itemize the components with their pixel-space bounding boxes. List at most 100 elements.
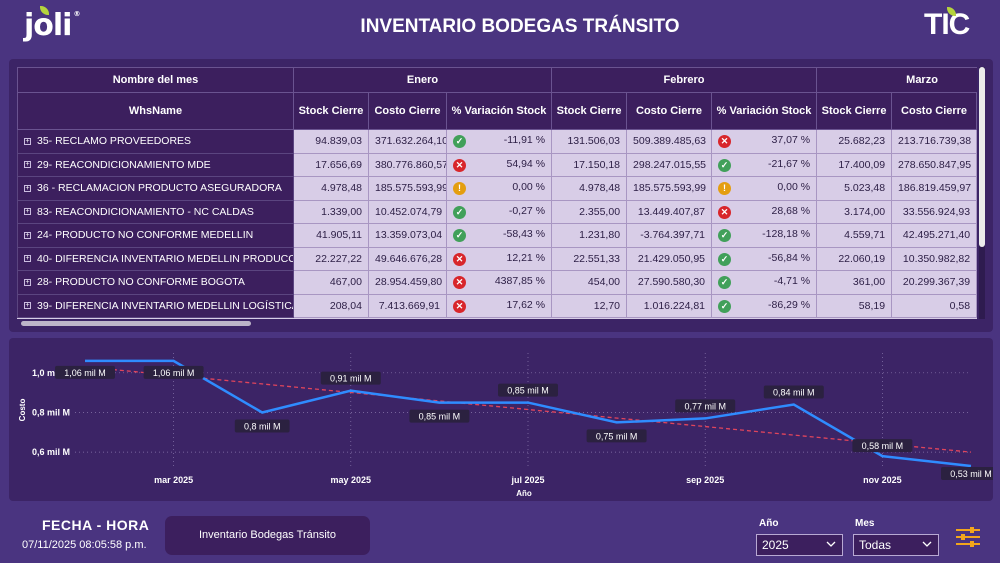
data-label: 0,85 mil M xyxy=(498,383,558,397)
mes-dropdown[interactable]: Todas xyxy=(853,534,939,556)
table-row[interactable]: +29- REACONDICIONAMIENTO MDE 17.656,69 380… xyxy=(17,152,977,177)
costo-cierre-cell: 371.632.264,10 xyxy=(368,129,447,154)
month-header[interactable]: Enero xyxy=(292,67,553,93)
table-row[interactable]: +24- PRODUCTO NO CONFORME MEDELLIN 41.905… xyxy=(17,223,977,248)
column-header[interactable]: % Variación Stock xyxy=(445,92,553,130)
month-header[interactable]: Febrero xyxy=(551,67,818,93)
variacion-value: 37,07 % xyxy=(771,134,811,147)
whs-name-label: 83- REACONDICIONAMIENTO - NC CALDAS xyxy=(37,205,254,218)
scroll-thumb[interactable] xyxy=(979,67,985,247)
variacion-value: -58,43 % xyxy=(503,228,546,241)
expand-icon[interactable]: + xyxy=(24,255,31,263)
expand-icon[interactable]: + xyxy=(24,231,31,239)
variacion-value: -128,18 % xyxy=(762,228,811,241)
corner-header-whsname[interactable]: WhsName xyxy=(17,92,294,130)
filter-sliders-icon[interactable] xyxy=(955,526,981,548)
costo-cierre-cell: 0,58 xyxy=(891,293,977,318)
table-row[interactable]: +83- REACONDICIONAMIENTO - NC CALDAS 1.33… xyxy=(17,199,977,224)
stock-cierre-cell: 22.227,22 xyxy=(293,246,369,271)
costo-series-line[interactable] xyxy=(85,359,972,468)
data-label: 0,8 mil M xyxy=(234,419,290,433)
expand-icon[interactable]: + xyxy=(24,184,31,192)
expand-icon[interactable]: + xyxy=(24,137,31,145)
variacion-value: 0,00 % xyxy=(512,181,546,194)
table-row[interactable]: +35- RECLAMO PROVEEDORES 94.839,03 371.632… xyxy=(17,129,977,154)
variacion-stock-cell: 54,94 % xyxy=(445,152,553,177)
data-label: 1,06 mil M xyxy=(55,365,115,379)
whs-name-cell[interactable]: +40- DIFERENCIA INVENTARIO MEDELLIN PROD… xyxy=(17,246,294,271)
table-row[interactable]: +40- DIFERENCIA INVENTARIO MEDELLIN PROD… xyxy=(17,246,977,271)
variacion-stock-cell: -128,18 % xyxy=(711,223,818,248)
costo-cierre-cell: 1.016.224,81 xyxy=(626,293,713,318)
chevron-down-icon xyxy=(922,541,932,547)
report-nav-button[interactable]: Inventario Bodegas Tránsito xyxy=(165,516,370,555)
costo-cierre-cell: 278.650.847,95 xyxy=(891,152,977,177)
whs-name-cell[interactable]: +39- DIFERENCIA INVENTARIO MEDELLIN LOGÍ… xyxy=(17,293,294,318)
variacion-value: -0,27 % xyxy=(508,204,546,217)
data-label: 0,53 mil M xyxy=(941,467,993,481)
data-label: 1,06 mil M xyxy=(143,365,204,379)
whs-name-cell[interactable]: +83- REACONDICIONAMIENTO - NC CALDAS xyxy=(17,199,294,224)
y-axis-title: Costo xyxy=(18,399,27,422)
column-header[interactable]: % Variación Stock xyxy=(711,92,818,130)
horizontal-scrollbar[interactable] xyxy=(17,321,977,326)
data-label-text: 0,91 mil M xyxy=(330,374,372,384)
whs-name-cell[interactable]: +24- PRODUCTO NO CONFORME MEDELLIN xyxy=(17,223,294,248)
table-row[interactable]: +28- PRODUCTO NO CONFORME BOGOTA 467,00 28… xyxy=(17,270,977,295)
stock-cierre-cell: 1.231,80 xyxy=(551,223,628,248)
table-row[interactable]: +36 - RECLAMACION PRODUCTO ASEGURADORA 4.… xyxy=(17,176,977,201)
column-header[interactable]: Costo Cierre xyxy=(626,92,713,130)
column-header[interactable]: Costo Cierre xyxy=(368,92,447,130)
x-circle-icon xyxy=(453,276,466,290)
costo-cierre-cell: 7.413.669,91 xyxy=(368,293,447,318)
expand-icon[interactable]: + xyxy=(24,302,31,310)
variacion-stock-cell: 4387,85 % xyxy=(445,270,553,295)
stock-cierre-cell: 4.978,48 xyxy=(551,176,628,201)
column-header[interactable]: Stock Cierre xyxy=(816,92,893,130)
expand-icon[interactable]: + xyxy=(24,161,31,169)
variacion-stock-cell: 17,62 % xyxy=(445,293,553,318)
corner-header-month: Nombre del mes xyxy=(17,67,294,93)
check-circle-icon xyxy=(718,299,732,313)
x-circle-icon xyxy=(453,299,466,313)
warning-circle-icon xyxy=(718,182,732,196)
data-label: 0,84 mil M xyxy=(763,385,824,399)
stock-cierre-cell: 2.355,00 xyxy=(551,199,628,224)
anio-dropdown[interactable]: 2025 xyxy=(756,534,843,556)
mes-filter-label: Mes xyxy=(855,518,875,529)
month-header[interactable]: Marzo xyxy=(816,67,977,93)
header: joli ® INVENTARIO BODEGAS TRÁNSITO TIC xyxy=(0,0,1000,57)
data-label-text: 1,06 mil M xyxy=(153,368,195,378)
stock-cierre-cell: 25.682,23 xyxy=(816,129,893,154)
column-header[interactable]: Stock Cierre xyxy=(293,92,369,130)
costo-cierre-cell: 213.716.739,38 xyxy=(891,129,977,154)
column-header[interactable]: Costo Cierre xyxy=(891,92,977,130)
matrix-table-viewport[interactable]: Nombre del mes Enero Febrero Marzo WhsNa… xyxy=(17,67,977,319)
whs-name-cell[interactable]: +35- RECLAMO PROVEEDORES xyxy=(17,129,294,154)
x-circle-icon xyxy=(453,252,466,266)
expand-icon[interactable]: + xyxy=(24,278,31,286)
whs-name-cell[interactable]: +36 - RECLAMACION PRODUCTO ASEGURADORA xyxy=(17,176,294,201)
stock-cierre-cell: 17.400,09 xyxy=(816,152,893,177)
x-tick-label: may 2025 xyxy=(331,475,372,485)
table-row[interactable]: +39- DIFERENCIA INVENTARIO MEDELLIN LOGÍ… xyxy=(17,293,977,318)
whs-name-label: 39- DIFERENCIA INVENTARIO MEDELLIN LOGÍS… xyxy=(37,299,294,312)
matrix-panel: Nombre del mes Enero Febrero Marzo WhsNa… xyxy=(9,59,993,332)
x-tick-label: mar 2025 xyxy=(154,475,193,485)
cost-line-chart: 1,0 mil M 0,8 mil M 0,6 mil M mar 2025 may 2… xyxy=(9,338,993,501)
variacion-value: 54,94 % xyxy=(506,157,546,170)
column-header[interactable]: Stock Cierre xyxy=(551,92,628,130)
variacion-value: 28,68 % xyxy=(771,204,811,217)
vertical-scrollbar[interactable] xyxy=(979,67,985,319)
whs-name-cell[interactable]: +28- PRODUCTO NO CONFORME BOGOTA xyxy=(17,270,294,295)
data-label-bg xyxy=(320,371,381,385)
variacion-value: -21,67 % xyxy=(768,157,811,170)
whs-name-label: 24- PRODUCTO NO CONFORME MEDELLIN xyxy=(37,229,254,242)
stock-cierre-cell: 17.656,69 xyxy=(293,152,369,177)
whs-name-cell[interactable]: +29- REACONDICIONAMIENTO MDE xyxy=(17,152,294,177)
variacion-value: -56,84 % xyxy=(768,251,811,264)
variacion-stock-cell: -0,27 % xyxy=(445,199,553,224)
scroll-thumb[interactable] xyxy=(21,321,251,326)
data-label: 0,91 mil M xyxy=(320,371,381,385)
expand-icon[interactable]: + xyxy=(24,208,31,216)
